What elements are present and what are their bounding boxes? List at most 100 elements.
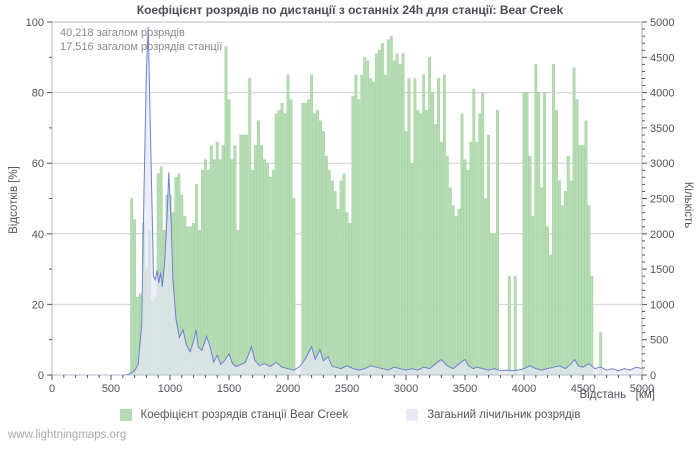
- bar: [460, 113, 464, 376]
- bar: [274, 113, 278, 376]
- bar: [260, 145, 263, 376]
- bar: [283, 113, 287, 376]
- bar: [224, 46, 228, 376]
- bar: [448, 187, 452, 376]
- y-left-tick-label: 80: [32, 88, 44, 100]
- bar: [484, 198, 488, 376]
- bar: [428, 57, 432, 376]
- bar: [490, 233, 494, 376]
- annotation-total-strikes: 40,218 загалом розрядів: [60, 27, 185, 39]
- bar: [563, 191, 567, 376]
- annotation-station-strikes: 17,516 загалом розрядів станції: [60, 41, 223, 53]
- y-right-ticks: 0 500 1000 1500 2000 2500 3000 3500 4000 4500 5000: [642, 17, 674, 382]
- bar: [286, 74, 290, 376]
- bar: [572, 67, 576, 376]
- bar: [330, 180, 334, 376]
- bar: [319, 120, 322, 376]
- bar: [560, 205, 564, 376]
- legend-label: Загаьний лічильник розрядів: [427, 409, 581, 421]
- y-right-tick-label: 3000: [650, 158, 674, 170]
- bar: [357, 99, 361, 376]
- bar: [434, 124, 437, 376]
- bar: [543, 92, 547, 376]
- bar: [254, 145, 257, 376]
- x-tick-label: 0: [49, 383, 55, 395]
- x-tick-label: 3500: [453, 383, 477, 395]
- bar: [262, 159, 266, 376]
- x-tick-label: 1500: [217, 383, 241, 395]
- bar: [375, 53, 378, 376]
- bar: [268, 177, 272, 376]
- bar: [493, 233, 496, 376]
- bar: [221, 145, 225, 376]
- bar: [457, 208, 461, 376]
- x-tick-label: 2500: [335, 383, 359, 395]
- x-tick-label: 4500: [571, 383, 595, 395]
- bar: [304, 102, 308, 376]
- bar: [212, 159, 216, 376]
- bar: [407, 78, 411, 376]
- bar: [590, 275, 594, 376]
- bar: [581, 145, 585, 376]
- bar: [242, 134, 246, 376]
- bar: [372, 81, 376, 376]
- legend-label: Коефіцієнт розрядів станції Bear Creek: [140, 409, 349, 421]
- bar: [351, 95, 355, 376]
- bar: [454, 215, 458, 376]
- bar: [378, 49, 381, 376]
- bar: [549, 254, 552, 376]
- bar: [451, 205, 455, 376]
- bar: [540, 187, 544, 376]
- y-left-tick-label: 20: [32, 299, 44, 311]
- bar: [587, 205, 591, 376]
- bar: [386, 39, 390, 376]
- bar: [395, 53, 399, 376]
- bar: [522, 92, 526, 376]
- bar: [289, 99, 293, 376]
- y-right-tick-label: 2000: [650, 229, 674, 241]
- bar: [419, 113, 423, 376]
- bar: [233, 145, 237, 376]
- bar: [557, 180, 561, 376]
- bar: [398, 64, 402, 376]
- bar: [566, 155, 570, 376]
- y-left-tick-label: 0: [38, 370, 44, 382]
- y-right-tick-label: 1500: [650, 264, 674, 276]
- bar: [431, 92, 435, 376]
- plot-canvas: 0 500 1000 1500 2000 2500 3000 3500 4000 4500 5000…: [26, 17, 675, 395]
- x-tick-label: 500: [102, 383, 120, 395]
- bar: [401, 53, 405, 376]
- bar: [307, 99, 311, 376]
- bar: [575, 99, 579, 376]
- bar: [552, 64, 555, 376]
- bar: [389, 35, 393, 376]
- bar: [369, 78, 373, 376]
- bar: [245, 134, 249, 376]
- y-right-tick-label: 4500: [650, 52, 674, 64]
- bar: [531, 215, 535, 376]
- bar: [584, 120, 588, 376]
- x-tick-label: 2000: [276, 383, 300, 395]
- bar: [201, 170, 204, 376]
- bar: [348, 222, 352, 376]
- bar: [404, 131, 408, 376]
- bar: [209, 145, 213, 376]
- y-left-ticks: 0 20 40 60 80 100: [26, 17, 52, 382]
- legend-swatch-green: [119, 409, 132, 421]
- bar: [265, 162, 269, 376]
- bar: [130, 198, 134, 376]
- bar: [555, 110, 558, 376]
- bar: [380, 42, 384, 376]
- bar: [239, 134, 243, 376]
- bar: [422, 74, 426, 376]
- bar: [507, 275, 511, 376]
- bar: [313, 113, 317, 376]
- bar: [425, 110, 429, 376]
- legend-item-station-coefficient: Коефіцієнт розрядів станції Bear Creek: [119, 409, 349, 421]
- y-left-tick-label: 100: [26, 17, 44, 29]
- y-right-tick-label: 1000: [650, 299, 674, 311]
- bar: [416, 110, 420, 376]
- bar: [528, 155, 532, 376]
- bar: [316, 110, 319, 376]
